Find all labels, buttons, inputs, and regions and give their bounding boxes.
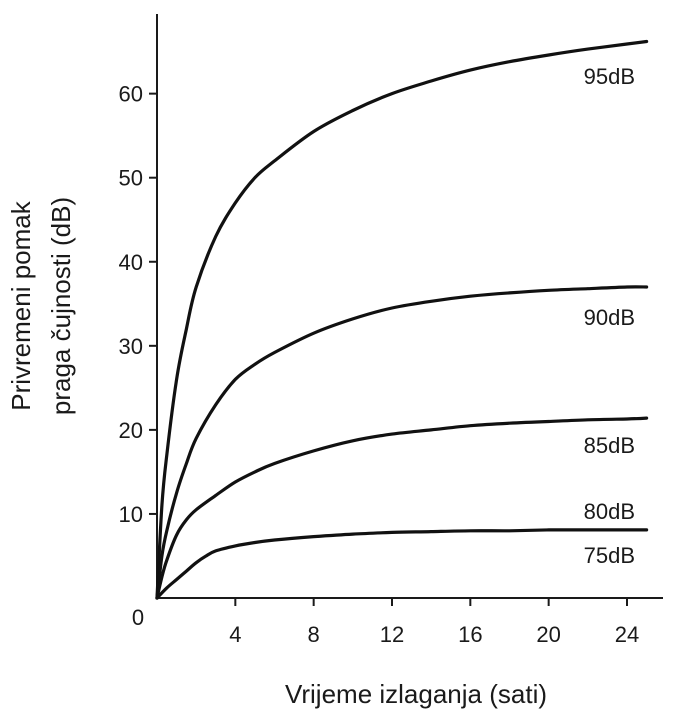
axes	[156, 14, 663, 599]
y-tick-label: 60	[119, 82, 143, 107]
series-label-90dB: 90dB	[584, 305, 635, 330]
series-line-95dB	[155, 39, 649, 600]
x-tick-label: 4	[229, 622, 241, 647]
series-labels: 95dB 90dB 85dB 80dB 75dB	[584, 64, 635, 568]
x-tick-label: 20	[536, 622, 560, 647]
y-tick-label: 40	[119, 250, 143, 275]
y-axis-title-line-1: Privremeni pomak	[6, 200, 36, 411]
y-axis-title-line-2: praga čujnosti (dB)	[46, 197, 76, 415]
y-tick-label: 20	[119, 418, 143, 443]
y-tick-label: 50	[119, 166, 143, 191]
x-axis-title: Vrijeme izlaganja (sati)	[285, 679, 547, 709]
series-label-75dB: 75dB	[584, 543, 635, 568]
series-line-90dB	[155, 285, 649, 600]
y-tick-label: 30	[119, 334, 143, 359]
series-line-85dB	[155, 416, 649, 600]
series-line-75dB	[155, 528, 649, 600]
series-label-80dB: 80dB	[584, 499, 635, 524]
x-tick-label: 16	[458, 622, 482, 647]
x-tick-label: 8	[308, 622, 320, 647]
x-tick-label: 12	[380, 622, 404, 647]
series-label-95dB: 95dB	[584, 64, 635, 89]
series-lines	[155, 39, 649, 600]
x-tick-label: 24	[615, 622, 639, 647]
y-tick-label: 10	[119, 502, 143, 527]
origin-label: 0	[132, 605, 144, 630]
y-ticks: 10 20 30 40 50 60	[119, 82, 157, 527]
y-axis-title: Privremeni pomak praga čujnosti (dB)	[6, 197, 76, 415]
series-label-85dB: 85dB	[584, 433, 635, 458]
x-ticks: 4 8 12 16 20 24	[229, 598, 639, 647]
